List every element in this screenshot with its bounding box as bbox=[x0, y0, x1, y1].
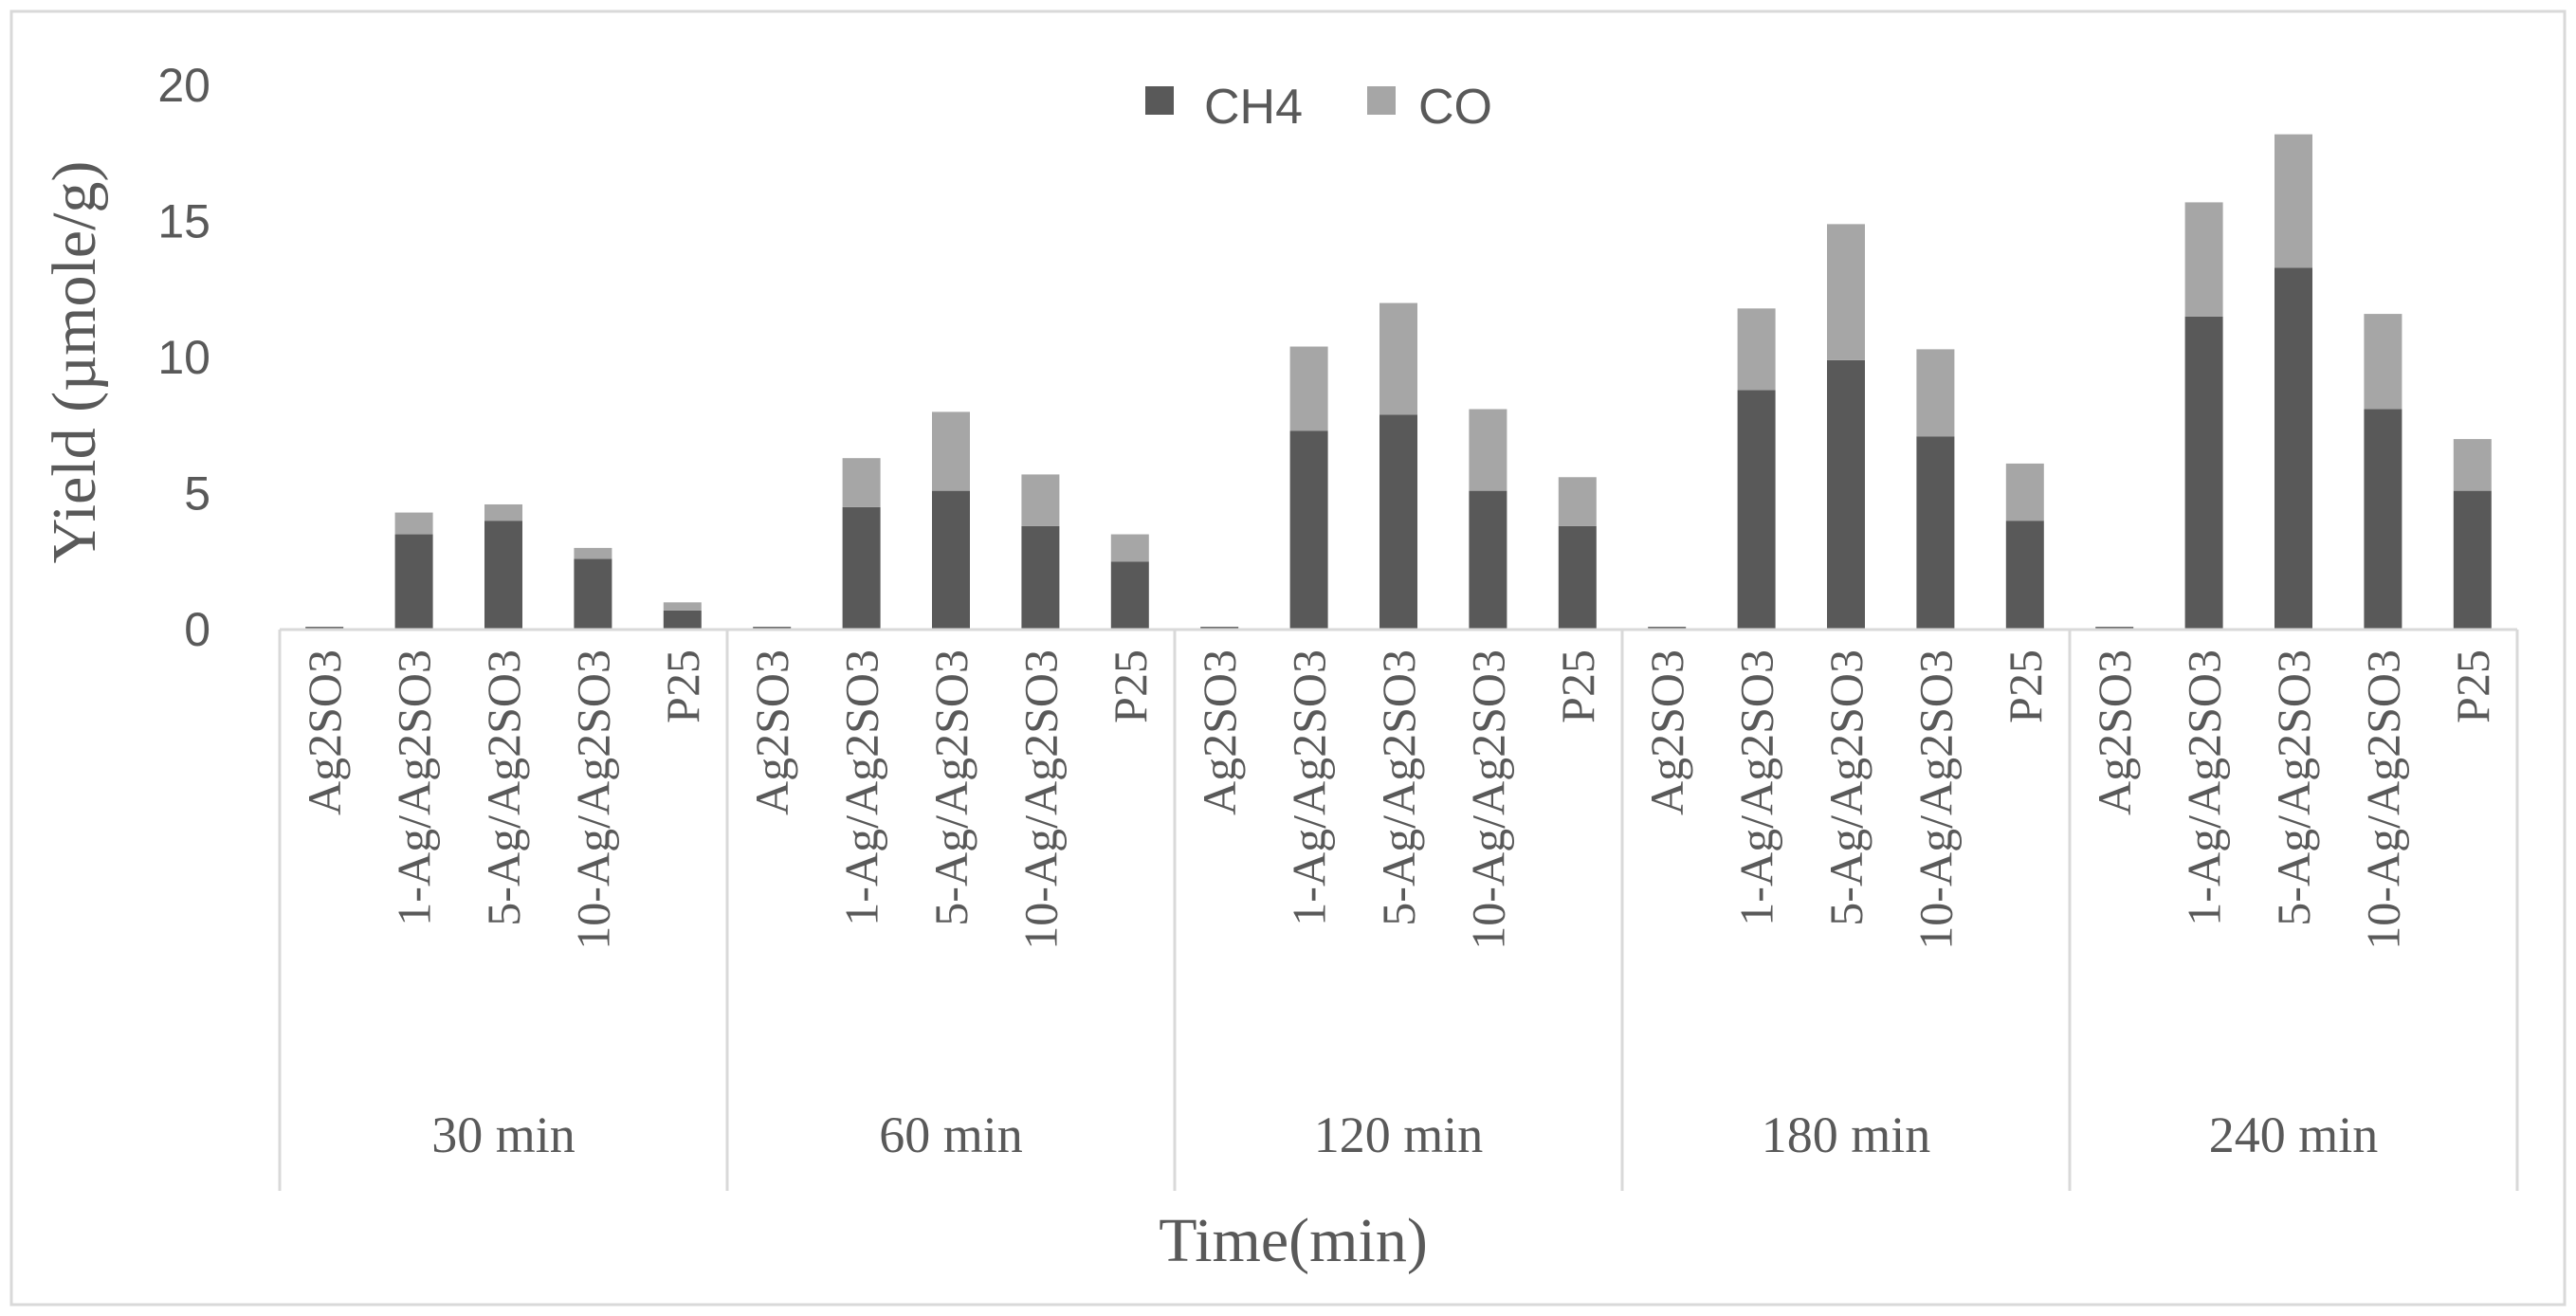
bar-segment-ch4 bbox=[1916, 436, 1955, 630]
x-tick-label: 5-Ag/Ag2SO3 bbox=[1372, 649, 1425, 926]
x-tick-label: 5-Ag/Ag2SO3 bbox=[1819, 649, 1873, 926]
y-tick-label: 0 bbox=[184, 603, 210, 656]
x-group-label: 120 min bbox=[1314, 1106, 1484, 1163]
bar-segment-co bbox=[1737, 308, 1776, 391]
bar-segment-co bbox=[932, 411, 970, 491]
x-group-label: 240 min bbox=[2209, 1106, 2379, 1163]
legend: CH4 CO bbox=[1145, 80, 1492, 135]
y-tick-label: 10 bbox=[157, 331, 210, 384]
x-axis-lines bbox=[278, 628, 2519, 1191]
bar-segment-co bbox=[2364, 314, 2402, 410]
x-tick-label: 5-Ag/Ag2SO3 bbox=[2267, 649, 2320, 926]
legend-label-co: CO bbox=[1418, 80, 1492, 135]
bar-segment-ch4 bbox=[1827, 359, 1865, 630]
bar-segment-ch4 bbox=[394, 534, 433, 630]
y-tick-label: 5 bbox=[184, 467, 210, 521]
bar-segment-co bbox=[1469, 409, 1507, 491]
bar-segment-co bbox=[394, 512, 433, 535]
x-tick-label: 10-Ag/Ag2SO3 bbox=[566, 649, 619, 950]
bar-segment-ch4 bbox=[2275, 267, 2312, 630]
x-tick-label: 10-Ag/Ag2SO3 bbox=[1909, 649, 1962, 950]
x-tick-label: 10-Ag/Ag2SO3 bbox=[1461, 649, 1514, 950]
bar-segment-ch4 bbox=[842, 506, 881, 630]
bar-segment-co bbox=[663, 602, 702, 611]
bar-segment-ch4 bbox=[1379, 414, 1417, 630]
bar-segment-co bbox=[2005, 463, 2044, 521]
bar-segment-ch4 bbox=[2364, 409, 2402, 630]
bar-segment-co bbox=[1110, 534, 1149, 562]
x-tick-label: P25 bbox=[656, 649, 709, 723]
x-tick-label: 5-Ag/Ag2SO3 bbox=[477, 649, 530, 926]
x-tick-label: 1-Ag/Ag2SO3 bbox=[2178, 649, 2231, 926]
legend-swatch-ch4 bbox=[1145, 86, 1174, 115]
bars bbox=[305, 134, 2492, 630]
bar-segment-ch4 bbox=[484, 521, 522, 630]
bar-segment-co bbox=[1916, 349, 1955, 437]
bar-segment-co bbox=[574, 547, 612, 559]
x-tick-label: 1-Ag/Ag2SO3 bbox=[835, 649, 888, 926]
bar-segment-co bbox=[2184, 202, 2223, 317]
x-tick-label: Ag2SO3 bbox=[1640, 649, 1693, 815]
bar-segment-co bbox=[1021, 474, 1060, 526]
x-group-label: 60 min bbox=[879, 1106, 1023, 1163]
y-tick-label: 20 bbox=[157, 59, 210, 112]
bar-segment-ch4 bbox=[1110, 561, 1149, 630]
bar-segment-ch4 bbox=[2453, 490, 2492, 630]
x-group-label: 180 min bbox=[1762, 1106, 1931, 1163]
x-tick-label: P25 bbox=[1104, 649, 1157, 723]
y-axis-ticks: 0 5 10 15 20 bbox=[157, 59, 210, 656]
chart-border bbox=[9, 9, 2567, 1307]
bar-segment-ch4 bbox=[574, 558, 612, 630]
legend-label-ch4: CH4 bbox=[1204, 80, 1303, 135]
bar-segment-co bbox=[1558, 477, 1597, 526]
bar-segment-ch4 bbox=[1289, 430, 1328, 630]
bar-segment-co bbox=[842, 458, 881, 507]
x-tick-label: Ag2SO3 bbox=[745, 649, 798, 815]
bar-segment-ch4 bbox=[1021, 525, 1060, 630]
legend-swatch-co bbox=[1367, 86, 1396, 115]
x-tick-label: Ag2SO3 bbox=[1193, 649, 1246, 815]
bar-segment-co bbox=[1827, 224, 1865, 360]
bar-segment-ch4 bbox=[1469, 490, 1507, 630]
x-axis-group-labels: 30 min 60 min 120 min 180 min 240 min bbox=[431, 1106, 2378, 1163]
bar-segment-co bbox=[484, 503, 522, 521]
bar-segment-co bbox=[2275, 134, 2312, 268]
bar-segment-co bbox=[1379, 302, 1417, 415]
bar-segment-ch4 bbox=[2184, 316, 2223, 630]
y-tick-label: 15 bbox=[157, 195, 210, 248]
bar-segment-co bbox=[2453, 439, 2492, 491]
bar-segment-ch4 bbox=[2005, 521, 2044, 630]
y-axis-title: Yield (µmole/g) bbox=[40, 161, 109, 564]
bar-segment-co bbox=[1289, 346, 1328, 431]
bar-segment-ch4 bbox=[663, 610, 702, 630]
x-tick-label: P25 bbox=[1551, 649, 1604, 723]
x-tick-label: P25 bbox=[2446, 649, 2499, 723]
x-tick-label: 5-Ag/Ag2SO3 bbox=[924, 649, 977, 926]
x-tick-label: P25 bbox=[1999, 649, 2052, 723]
x-tick-label: Ag2SO3 bbox=[298, 649, 351, 815]
x-tick-label: 1-Ag/Ag2SO3 bbox=[1283, 649, 1336, 926]
bar-segment-ch4 bbox=[932, 490, 970, 630]
bar-segment-ch4 bbox=[1737, 390, 1776, 630]
x-axis-title: Time(min) bbox=[1159, 1206, 1428, 1275]
x-axis-category-labels: Ag2SO3 1-Ag/Ag2SO3 5-Ag/Ag2SO3 10-Ag/Ag2SO3… bbox=[298, 649, 2499, 950]
x-group-label: 30 min bbox=[431, 1106, 575, 1163]
x-tick-label: 10-Ag/Ag2SO3 bbox=[2356, 649, 2409, 950]
x-tick-label: 10-Ag/Ag2SO3 bbox=[1014, 649, 1067, 950]
x-tick-label: Ag2SO3 bbox=[2088, 649, 2141, 815]
x-tick-label: 1-Ag/Ag2SO3 bbox=[1730, 649, 1783, 926]
bar-segment-ch4 bbox=[1558, 525, 1597, 630]
x-tick-label: 1-Ag/Ag2SO3 bbox=[388, 649, 441, 926]
